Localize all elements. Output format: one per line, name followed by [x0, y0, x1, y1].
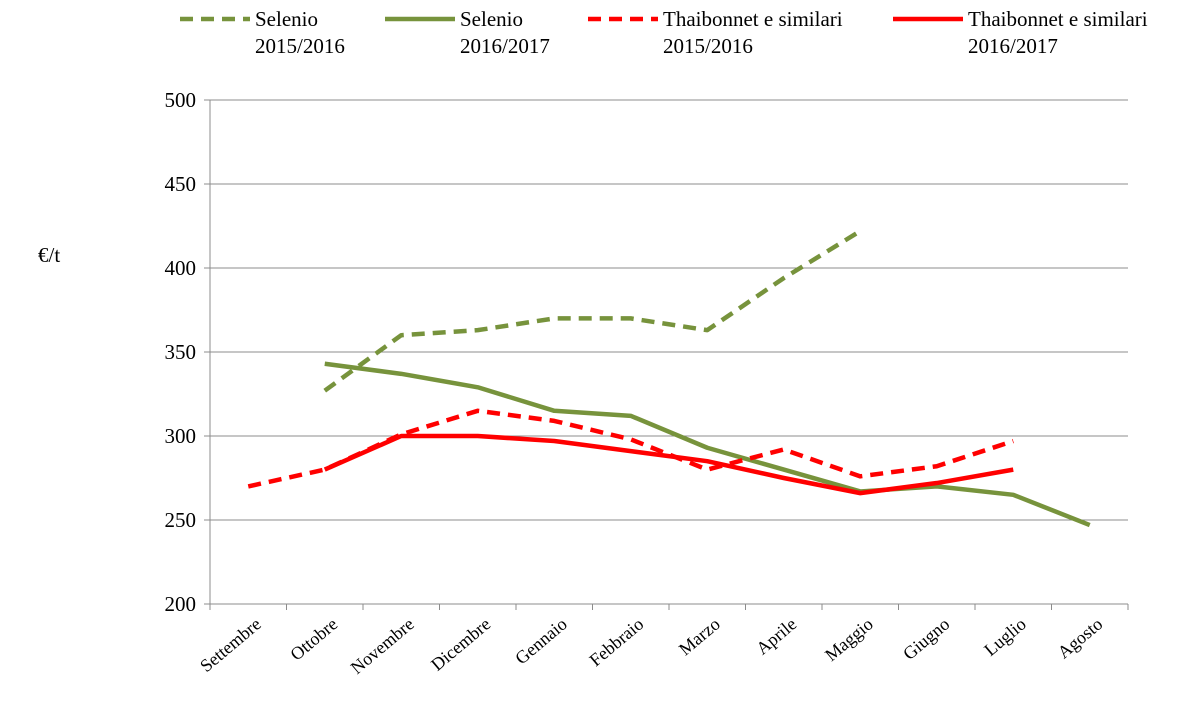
y-tick-label: 500 [165, 88, 197, 112]
x-tick-label: Febbraio [585, 614, 647, 670]
x-tick-label: Marzo [675, 614, 724, 660]
series-line [324, 361, 1091, 528]
y-tick-label: 350 [165, 340, 197, 364]
x-tick-label: Novembre [347, 614, 418, 678]
x-tick-label: Agosto [1054, 614, 1107, 663]
legend-label: Selenio 2016/2017 [460, 7, 550, 58]
legend-label: Selenio 2015/2016 [255, 7, 345, 58]
series-line [323, 229, 862, 393]
x-tick-label: Ottobre [286, 614, 341, 665]
y-axis-label: €/t [38, 243, 60, 267]
series-line [247, 408, 1014, 489]
x-tick-label: Luglio [980, 614, 1030, 660]
x-tick-label: Aprile [752, 614, 800, 659]
legend-label: Thaibonnet e similari 2015/2016 [663, 7, 843, 58]
x-tick-label: Giugno [899, 614, 953, 664]
y-tick-label: 450 [165, 172, 197, 196]
series-line [323, 433, 1014, 496]
legend-label: Thaibonnet e similari 2016/2017 [968, 7, 1148, 58]
x-tick-label: Gennaio [511, 614, 571, 669]
x-tick-label: Maggio [821, 614, 877, 665]
x-tick-label: Dicembre [427, 614, 494, 675]
y-tick-label: 200 [165, 592, 197, 616]
y-tick-label: 300 [165, 424, 197, 448]
y-tick-label: 400 [165, 256, 197, 280]
y-tick-label: 250 [165, 508, 197, 532]
x-tick-label: Settembre [196, 614, 265, 676]
